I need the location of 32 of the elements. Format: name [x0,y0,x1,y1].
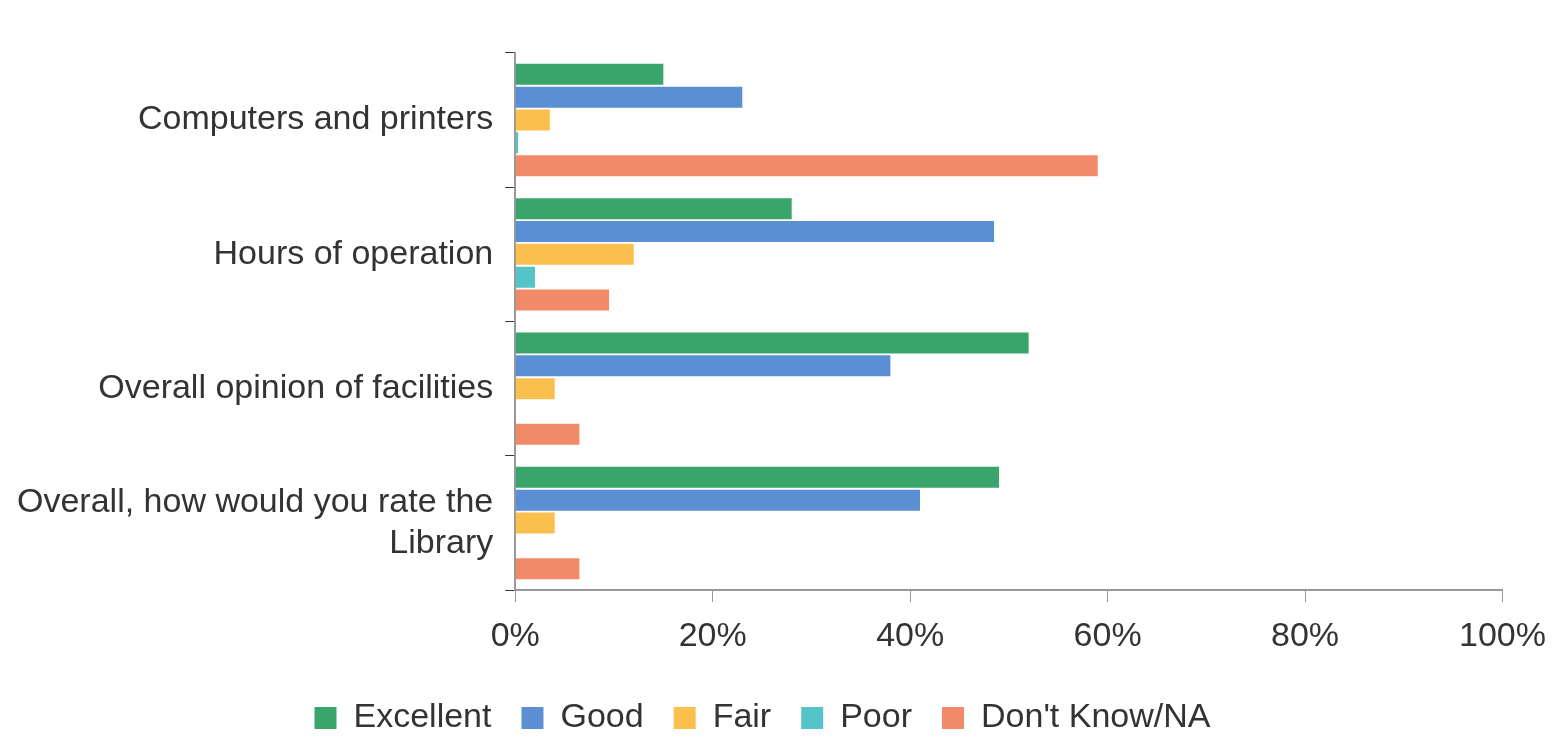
y-tick-label: Overall opinion of facilities [98,367,494,406]
bar [515,198,792,220]
legend-label: Don't Know/NA [981,696,1211,735]
bar [515,289,610,311]
bar [515,63,664,85]
bar [515,378,555,400]
y-tick-label: Computers and printers [137,98,494,137]
bar [515,558,580,580]
legend-label: Fair [712,696,772,735]
bar [515,355,891,377]
x-tick-label: 40% [876,614,945,653]
bar [515,220,995,242]
legend-label: Good [560,696,644,735]
bar [515,489,921,511]
x-tick-label: 0% [490,614,540,653]
x-tick-label: 100% [1459,614,1546,653]
legend-label: Poor [840,696,913,735]
bar [515,332,1029,354]
bar [515,512,555,534]
legend-label: Excellent [353,696,493,735]
y-tick-label: Overall, how would you rate the Library [17,481,494,560]
x-tick-label: 60% [1073,614,1142,653]
bar [515,86,743,108]
bar [515,155,1098,177]
bar [515,266,535,288]
x-tick-label: 20% [678,614,747,653]
bar [515,243,634,265]
x-tick-label: 80% [1271,614,1340,653]
bar [515,109,550,131]
y-tick-label: Hours of operation [213,232,494,271]
bar [515,423,580,445]
bar [515,466,1000,488]
